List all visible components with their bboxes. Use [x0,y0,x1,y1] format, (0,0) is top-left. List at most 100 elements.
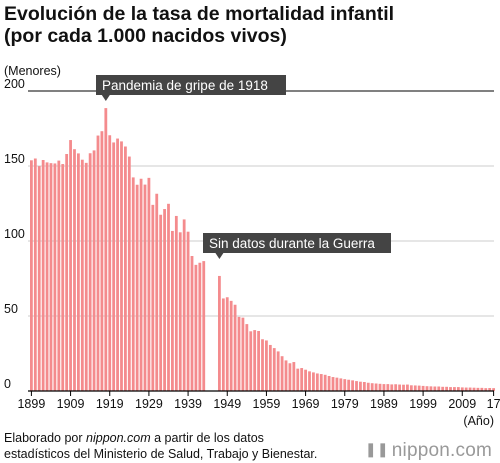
bar [362,382,366,391]
x-tick-label: 1959 [253,397,281,411]
bar [394,384,398,391]
annotation-pointer [101,95,110,101]
bar [402,384,405,391]
bar [171,230,174,391]
y-axis-label: (Menores) [4,64,61,78]
bar [288,363,292,391]
x-tick-label: 1979 [331,397,359,411]
bar [233,304,237,391]
bar [433,386,437,391]
bar [221,298,225,391]
bar [445,386,449,391]
bar [80,159,84,391]
source-site: nippon.com [86,431,151,445]
bar [65,154,69,391]
bar [409,385,413,391]
bar [323,374,327,391]
bar [159,214,163,391]
bar [88,153,92,391]
bar [300,368,304,391]
chart-title-line1: Evolución de la tasa de mortalidad infan… [4,3,395,25]
bar [331,377,335,391]
x-tick-label: 1989 [370,397,398,411]
bar [30,160,33,391]
bar [237,316,241,391]
bar [108,135,112,391]
x-tick-label: 1969 [292,397,320,411]
bar [343,379,347,391]
bar [61,164,65,391]
bar [139,178,143,391]
bar [460,387,464,391]
bar [41,160,45,391]
x-tick-label: 1929 [135,397,163,411]
bar [276,351,280,391]
bar [413,385,417,391]
bar [272,348,276,391]
bar [147,177,151,391]
bar [421,385,425,391]
y-tick-label: 150 [4,152,25,166]
source-note: Elaborado por nippon.com a partir de los… [4,430,324,462]
bar [245,324,249,391]
bar [218,275,221,391]
bar [261,339,264,391]
bar [49,163,53,391]
bar [355,381,358,391]
bar [57,160,61,391]
x-tick-label: 1909 [57,397,85,411]
bar [45,162,49,391]
bar [327,376,331,391]
bar [335,377,339,391]
chart-title: Evolución de la tasa de mortalidad infan… [4,3,494,47]
bar [202,261,206,391]
bar [437,386,441,391]
bar [143,184,147,391]
bar [484,388,488,391]
x-tick-label: 17 [487,397,500,411]
bar [257,331,260,391]
bar [284,360,288,391]
y-tick-label: 50 [4,302,18,316]
bar [229,300,233,391]
bar [73,149,76,391]
bar [151,204,155,391]
bar [186,231,190,391]
source-suffix: a partir de los datos estadísticos del M… [4,431,318,461]
annotation-box [203,233,391,253]
x-tick-label: 1999 [409,397,437,411]
bar [96,135,100,391]
bar [441,386,445,391]
bar [359,381,362,391]
bar [198,262,202,391]
bar [351,380,354,391]
bar [225,297,229,391]
bar [135,184,139,391]
bar [112,142,116,391]
bar [308,371,311,391]
bar [370,383,374,391]
bar [37,166,41,391]
bar [84,162,88,391]
bar [429,386,433,391]
bar [268,344,272,391]
bar [406,384,409,391]
x-tick-label: 1919 [96,397,124,411]
bar [456,387,460,391]
x-tick-label: 1939 [174,397,202,411]
bar [155,193,159,391]
bar [398,384,401,391]
bar [476,387,480,391]
bar [77,153,80,391]
bar [315,373,319,391]
bar [480,387,484,391]
y-tick-label: 100 [4,227,25,241]
bar [120,141,123,391]
bar [449,387,452,391]
bar [472,387,476,391]
bar [182,219,186,391]
bar [127,156,131,391]
bar [339,378,343,391]
bar [163,209,166,391]
